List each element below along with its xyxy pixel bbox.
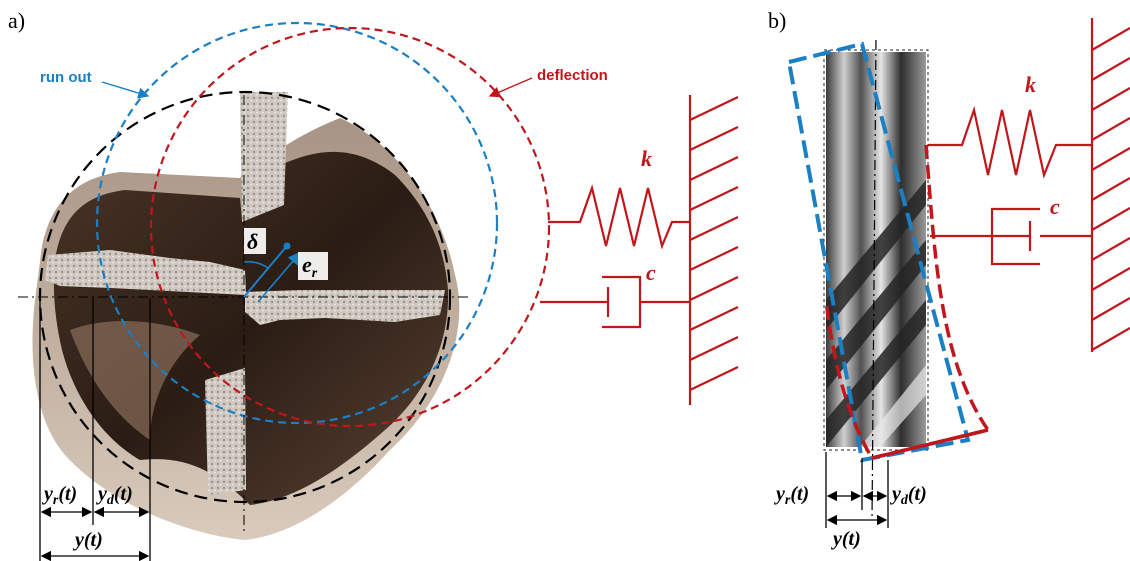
delta-arc (243, 260, 269, 269)
spring-damper-b (928, 18, 1130, 352)
runout-label: run out (40, 69, 92, 86)
flute-1 (826, 180, 926, 330)
tool-axis-b (871, 39, 877, 521)
cutting-edge-bottom (205, 368, 246, 495)
c-label-b: c (1050, 194, 1060, 219)
yd-label-b: yd(t) (890, 483, 927, 508)
spring-k-a (548, 184, 690, 250)
er-dimension-line (257, 251, 302, 303)
measure-lines-a (39, 298, 151, 561)
panel-a: a) δ er run out deflec (8, 8, 739, 561)
yr-label-a: yr(t) (42, 483, 77, 508)
panel-b-label: b) (768, 8, 786, 33)
cutting-edge-right (245, 290, 445, 325)
c-label-a: c (646, 260, 656, 285)
delta-label-bg (244, 228, 266, 254)
measure-lines-b (825, 452, 889, 528)
runout-outline-b (786, 41, 971, 463)
flute-highlight (860, 365, 926, 447)
spring-k-b (928, 105, 1092, 179)
er-tip-dot (283, 242, 291, 250)
y-label-a: y(t) (73, 529, 103, 551)
end-mill-cross-section (32, 92, 460, 540)
k-label-b: k (1025, 72, 1036, 97)
deflection-pointer (488, 77, 533, 98)
panel-a-label: a) (8, 8, 25, 33)
yd-label-a: yd(t) (96, 483, 133, 508)
deflection-label: deflection (537, 67, 608, 84)
wall-hatch-b (1091, 27, 1130, 351)
spring-damper-a (540, 95, 739, 405)
damper-cylinder-b (990, 207, 1040, 266)
tool-swirl (70, 320, 200, 440)
yr-label-b: yr(t) (774, 483, 809, 508)
cutting-edge-left (45, 250, 246, 295)
panel-b: b) (768, 8, 1130, 550)
er-label: er (302, 252, 318, 281)
er-label-bg (298, 252, 328, 280)
deflection-circle (149, 26, 551, 428)
deflection-tip-b (871, 428, 989, 460)
delta-label: δ (247, 229, 258, 254)
flute-2 (826, 240, 926, 390)
er-vector (243, 246, 287, 298)
k-label-a: k (641, 146, 652, 171)
cutting-edge-top (240, 92, 288, 222)
y-label-b: y(t) (831, 528, 861, 550)
end-mill-side-view (823, 49, 929, 451)
runout-circle (95, 21, 499, 425)
wall-hatch-a (689, 96, 739, 391)
runout-pointer (101, 81, 150, 99)
